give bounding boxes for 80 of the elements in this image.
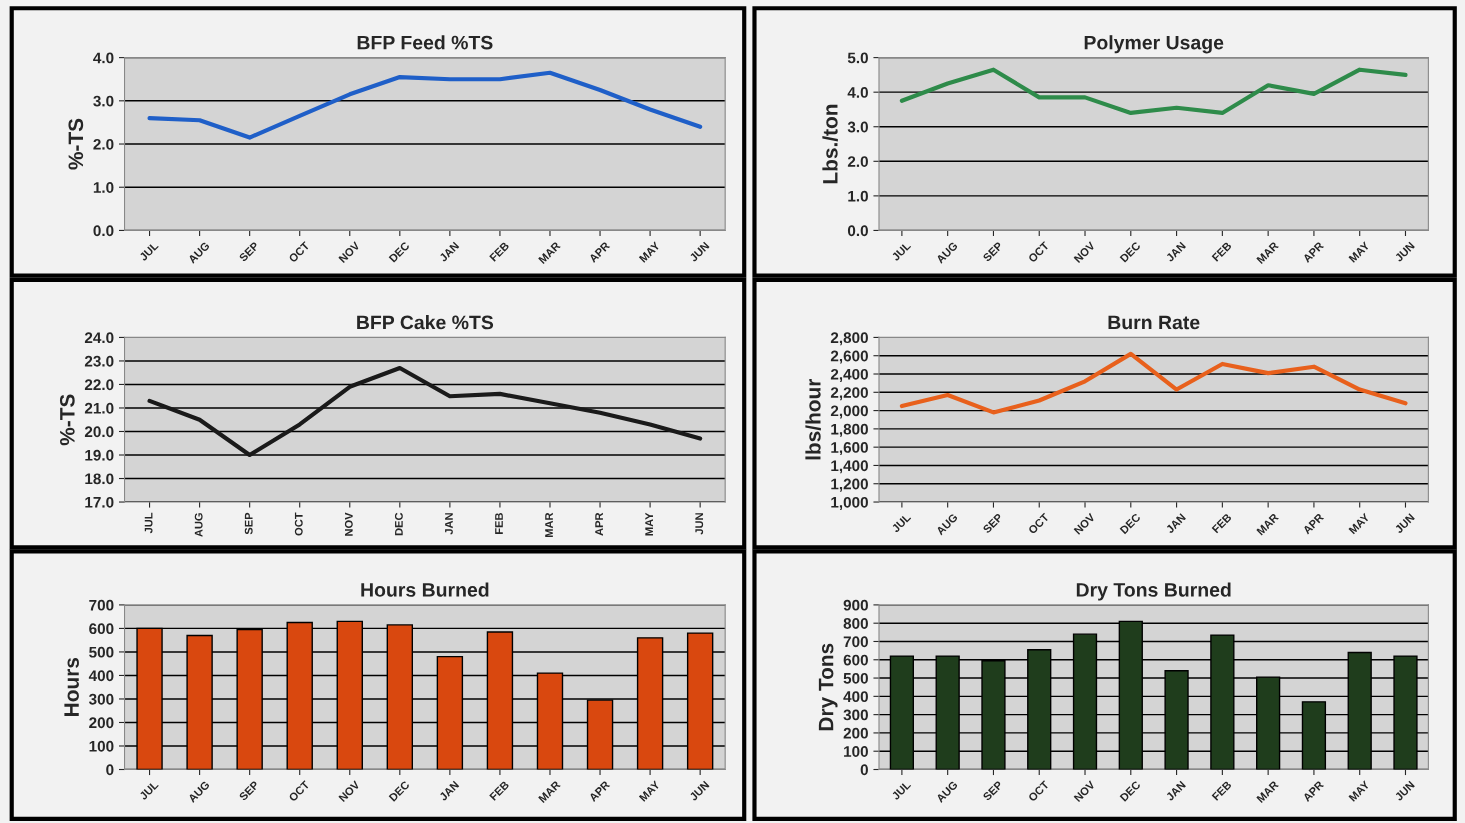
chart-title: Dry Tons Burned [1076, 582, 1231, 601]
y-tick-label: 24.0 [84, 332, 114, 344]
y-tick-label: 700 [89, 599, 114, 611]
y-tick-label: 200 [843, 727, 868, 739]
y-tick-label: 0 [860, 764, 868, 776]
y-tick-label: 22.0 [84, 379, 114, 391]
y-axis-title: %-TS [68, 118, 84, 170]
y-tick-label: 4.0 [847, 87, 868, 98]
y-tick-label: 600 [89, 623, 114, 635]
x-tick-label: JUL [891, 512, 912, 533]
y-tick-label: 1.0 [93, 182, 114, 193]
y-tick-label: 1,800 [831, 423, 868, 437]
y-tick-label: 0 [106, 764, 114, 776]
y-tick-label: 2.0 [847, 156, 868, 167]
y-tick-label: 500 [843, 672, 868, 684]
y-tick-label: 100 [89, 740, 114, 752]
chart-title: Hours Burned [361, 582, 489, 597]
y-tick-label: 23.0 [84, 355, 114, 367]
x-tick-label: FEB [495, 512, 503, 534]
x-tick-label: APR [595, 512, 603, 536]
x-tick-label: JUL [891, 241, 912, 262]
y-tick-label: 1,200 [831, 478, 868, 492]
x-tick-label: MAY [645, 512, 653, 536]
y-tick-label: 5.0 [847, 52, 868, 64]
y-tick-label: 2,800 [830, 332, 868, 346]
y-tick-label: 19.0 [85, 449, 114, 461]
y-tick-label: 100 [844, 746, 868, 757]
y-tick-label: 900 [843, 599, 868, 611]
y-tick-label: 500 [89, 646, 114, 658]
x-tick-label: AUG [194, 513, 203, 537]
y-axis-title: lbs/hour [805, 378, 821, 460]
x-tick-label: JAN [445, 513, 453, 535]
y-tick-label: 21.0 [84, 402, 114, 414]
y-tick-label: 1,600 [831, 442, 868, 456]
y-axis-title: Lbs./ton [822, 104, 838, 184]
y-tick-label: 800 [843, 618, 868, 629]
x-tick-label: JUN [695, 513, 704, 535]
x-tick-label: SEP [244, 512, 253, 535]
y-tick-label: 0.0 [847, 225, 868, 237]
x-tick-label: DEC [394, 512, 403, 536]
x-tick-label: JUL [891, 780, 912, 801]
x-tick-label: NOV [344, 512, 353, 536]
y-tick-label: 400 [843, 691, 868, 703]
x-tick-label: MAR [545, 512, 553, 538]
y-tick-label: 700 [843, 636, 868, 648]
chart-title: BFP Feed %TS [357, 35, 493, 50]
x-tick-label: JUL [144, 512, 153, 534]
line-series [147, 365, 703, 458]
y-tick-label: 4.0 [93, 52, 114, 64]
y-tick-label: 17.0 [85, 496, 114, 508]
line-series [147, 70, 703, 140]
y-tick-label: 2,200 [830, 387, 868, 401]
y-tick-label: 2,400 [830, 368, 868, 382]
x-tick-label: JUL [138, 780, 159, 801]
y-tick-label: 200 [89, 717, 114, 729]
y-tick-label: 20.0 [84, 426, 114, 438]
y-axis-title: Hours [64, 657, 79, 716]
y-tick-label: 3.0 [93, 95, 114, 107]
y-tick-label: 2,600 [830, 350, 868, 364]
chart-title: BFP Cake %TS [357, 315, 494, 330]
y-tick-label: 1.0 [848, 190, 868, 202]
y-tick-label: 600 [843, 654, 868, 666]
y-tick-label: 1,400 [831, 460, 868, 474]
y-tick-label: 18.0 [85, 473, 114, 485]
line-series [899, 351, 1408, 415]
y-tick-label: 1,000 [831, 496, 868, 510]
y-axis-title: %-TS [59, 394, 75, 446]
chart-title: Polymer Usage [1084, 35, 1224, 54]
y-tick-label: 2.0 [93, 138, 114, 150]
y-axis-title: Dry Tons [818, 643, 838, 731]
y-tick-label: 300 [88, 693, 114, 705]
chart-title: Burn Rate [1108, 315, 1200, 330]
y-tick-label: 2,000 [830, 405, 868, 419]
y-tick-label: 0.0 [93, 225, 114, 237]
y-tick-label: 3.0 [847, 121, 868, 133]
line-series [899, 67, 1408, 116]
y-tick-label: 300 [843, 709, 868, 721]
y-tick-label: 400 [88, 670, 114, 682]
x-tick-label: JUL [138, 241, 159, 262]
x-tick-label: OCT [294, 512, 303, 536]
